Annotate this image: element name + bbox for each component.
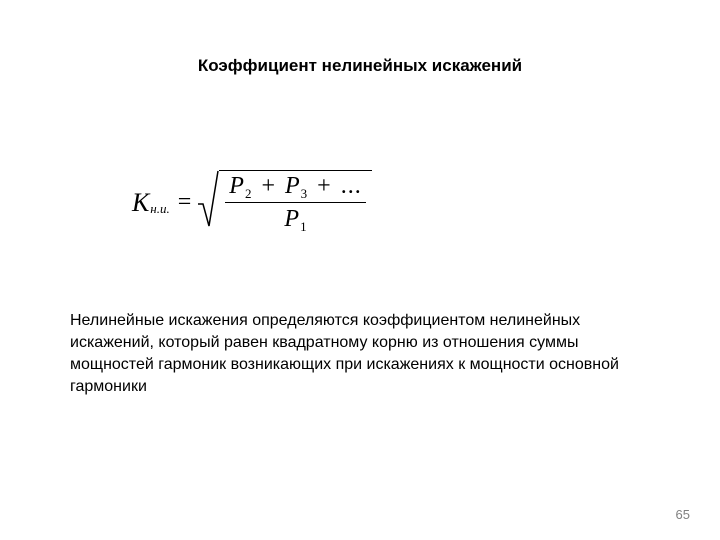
formula-lhs-subscript: н.и. [150,201,169,217]
num-plus-1: + [261,173,275,199]
page-title: Коэффициент нелинейных искажений [0,56,720,76]
fraction-bar [225,202,365,203]
slide-page: Коэффициент нелинейных искажений К н.и. … [0,0,720,540]
page-number: 65 [676,507,690,522]
body-paragraph: Нелинейные искажения определяются коэффи… [70,310,660,398]
fraction: P2 + P3 + ... P1 [225,173,365,233]
num-P3-sub: 3 [301,186,308,201]
num-plus-2: + [317,173,331,199]
den-P1-P: P [284,206,299,232]
formula-lhs-K: К [132,188,149,218]
num-P2-sub: 2 [245,186,252,201]
radical-symbol [197,170,219,228]
formula: К н.и. = P2 + P3 + ... P1 [132,170,372,235]
square-root: P2 + P3 + ... P1 [197,170,371,235]
radicand: P2 + P3 + ... P1 [219,170,371,235]
formula-equals: = [178,189,192,216]
fraction-numerator: P2 + P3 + ... [225,173,365,200]
num-P3-P: P [285,173,300,199]
num-P2-P: P [229,173,244,199]
num-dots: ... [341,173,362,199]
fraction-denominator: P1 [280,206,310,233]
den-P1-sub: 1 [300,219,307,234]
